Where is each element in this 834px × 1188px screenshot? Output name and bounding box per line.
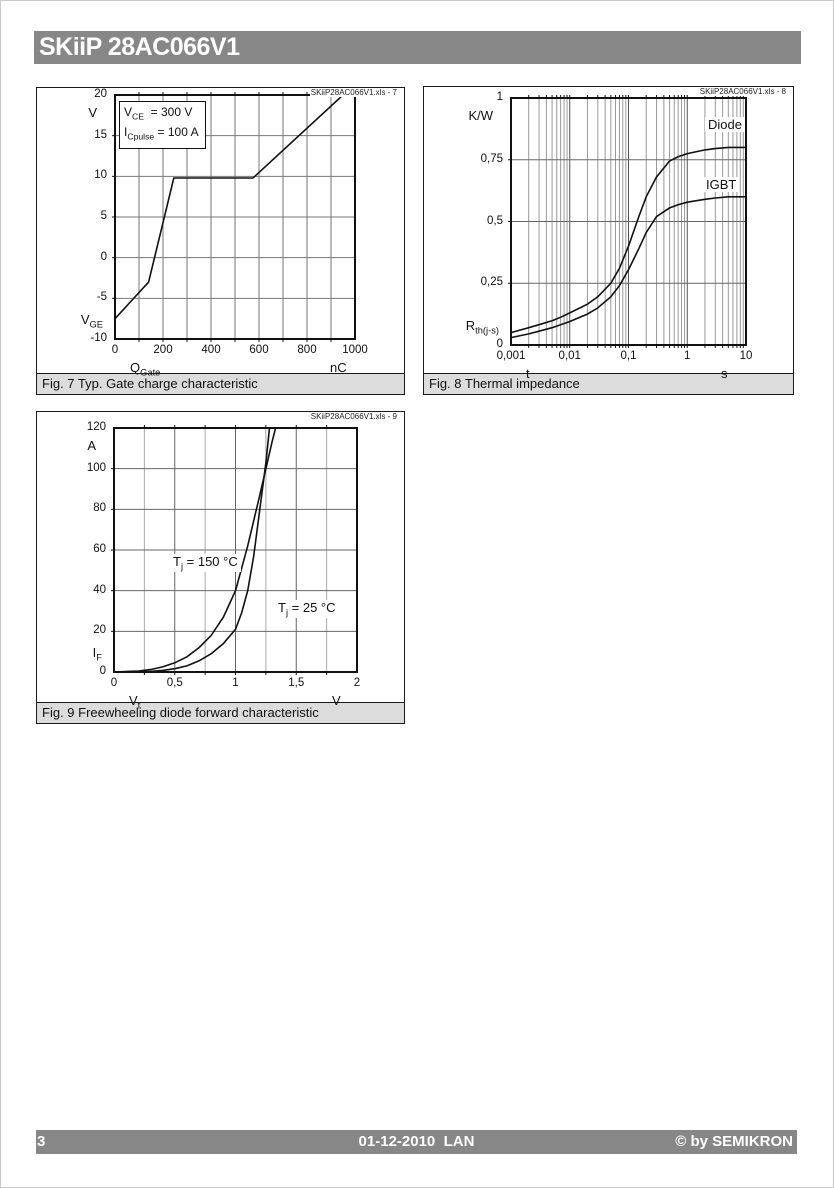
footer-copyright: © by SEMIKRON — [675, 1133, 793, 1150]
y-tick-label: 120 — [86, 421, 106, 433]
x-tick-label: 0 — [110, 677, 118, 689]
y-tick-label: 20 — [93, 624, 106, 637]
x-tick-label: 400 — [201, 344, 221, 356]
y-tick-label: 40 — [93, 583, 106, 596]
curve-label: Diode — [705, 117, 745, 132]
y-tick-label: 0,5 — [487, 214, 503, 227]
x-tick-label: 0 — [111, 344, 119, 356]
test-conditions-box: VCE = 300 V ICpulse = 100 A — [119, 101, 206, 149]
figure-caption: Fig. 9 Freewheeling diode forward charac… — [37, 702, 404, 723]
y-tick-label: -5 — [96, 291, 107, 304]
x-tick-label: 1 — [232, 677, 239, 689]
y-tick-label: 0 — [99, 665, 106, 677]
diode-forward-figure: SKiiP28AC066V1.xls - 9 Fig. 9 Freewheeli… — [36, 411, 405, 724]
x-tick-label: 800 — [297, 344, 317, 356]
series-gate-charge — [114, 94, 344, 320]
header-bar: SKiiP 28AC066V1 — [34, 31, 801, 64]
y-tick-label: 60 — [93, 543, 106, 555]
x-axis-label: Vf — [129, 693, 141, 711]
y-tick-label: 20 — [94, 88, 107, 100]
x-axis-unit: nC — [330, 360, 347, 375]
y-axis-unit: V — [88, 105, 97, 120]
y-axis-unit: A — [87, 438, 96, 453]
y-tick-label: 100 — [86, 461, 106, 474]
x-tick-label: 10 — [739, 350, 753, 362]
y-tick-label: 80 — [93, 502, 106, 515]
y-tick-label: 0 — [496, 338, 503, 350]
page-title: SKiiP 28AC066V1 — [39, 33, 240, 61]
curve-label: Tj = 25 °C — [275, 600, 339, 618]
series-tj-150-c — [113, 427, 277, 673]
curve-label: IGBT — [703, 177, 740, 192]
y-tick-label: -10 — [90, 332, 107, 344]
x-axis-label: QGate — [130, 360, 161, 378]
footer-date: 01-12-2010 LAN — [358, 1133, 475, 1150]
x-tick-label: 0,01 — [558, 350, 581, 362]
gate-charge-chart — [112, 92, 356, 342]
y-axis-unit: K/W — [468, 108, 493, 123]
figure-caption: Fig. 7 Typ. Gate charge characteristic — [37, 373, 404, 394]
x-axis-unit: s — [721, 366, 728, 381]
x-tick-label: 0,001 — [496, 350, 526, 362]
x-tick-label: 600 — [249, 344, 269, 356]
series-tj-25-c — [113, 427, 271, 673]
y-axis-label: Rth(j-s) — [465, 318, 499, 336]
curve-label: Tj = 150 °C — [170, 554, 241, 572]
thermal-impedance-chart — [508, 95, 747, 348]
series-igbt — [510, 196, 746, 339]
y-tick-label: 0 — [100, 250, 107, 263]
x-tick-label: 200 — [153, 344, 173, 356]
footer-bar: 3 01-12-2010 LAN © by SEMIKRON — [36, 1130, 797, 1154]
x-tick-label: 1000 — [342, 344, 368, 356]
x-tick-label: 1 — [684, 350, 691, 362]
x-axis-label: t — [526, 366, 530, 381]
series-diode — [510, 146, 746, 334]
y-tick-label: 0,25 — [480, 276, 503, 289]
page-number: 3 — [37, 1133, 46, 1150]
y-tick-label: 0,75 — [480, 152, 503, 165]
x-tick-label: 1,5 — [288, 677, 305, 689]
y-tick-label: 10 — [94, 169, 107, 182]
worksheet-ref: SKiiP28AC066V1.xls - 9 — [309, 412, 398, 421]
x-tick-label: 2 — [353, 677, 361, 689]
y-axis-label: VGE — [80, 312, 103, 330]
y-tick-label: 5 — [100, 210, 107, 222]
x-tick-label: 0,1 — [620, 350, 637, 362]
figure-caption: Fig. 8 Thermal impedance — [424, 373, 793, 394]
x-axis-unit: V — [332, 693, 341, 708]
worksheet-ref: SKiiP28AC066V1.xls - 8 — [698, 87, 787, 96]
thermal-impedance-figure: SKiiP28AC066V1.xls - 8 Fig. 8 Thermal im… — [423, 86, 794, 395]
gate-charge-figure: SKiiP28AC066V1.xls - 7 Fig. 7 Typ. Gate … — [36, 87, 405, 395]
x-tick-label: 0,5 — [166, 677, 183, 689]
y-axis-label: IF — [92, 645, 102, 663]
y-tick-label: 15 — [94, 128, 107, 141]
worksheet-ref: SKiiP28AC066V1.xls - 7 — [309, 88, 398, 97]
y-tick-label: 1 — [496, 91, 503, 103]
diode-forward-chart — [111, 425, 358, 675]
